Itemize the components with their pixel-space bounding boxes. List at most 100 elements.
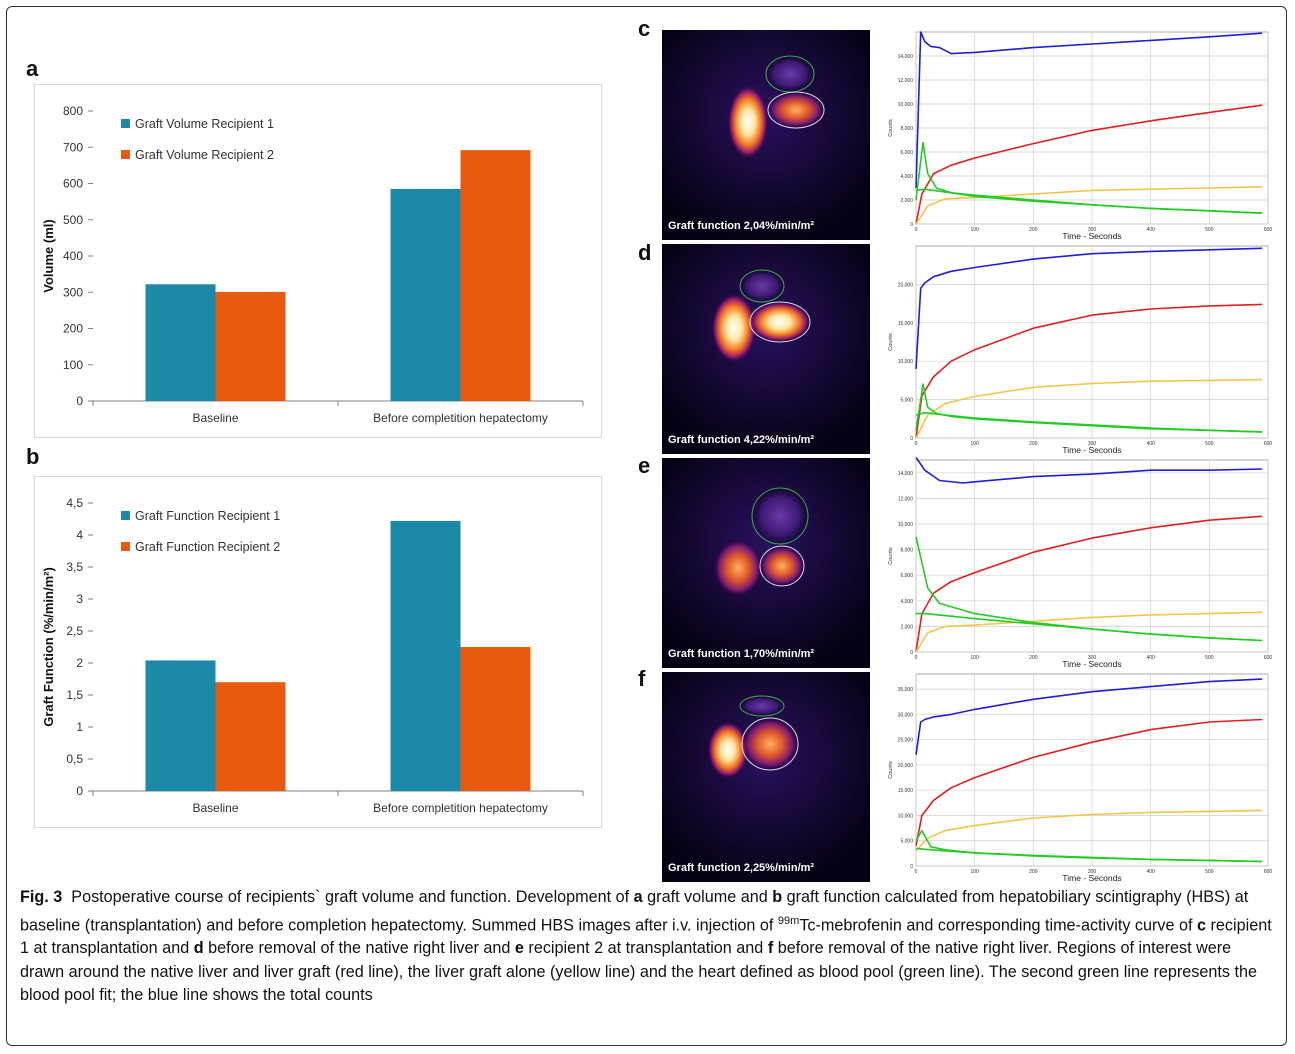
function-chart-svg: 0 0,5 1 1,5 2 2,5 3 3,5 4 4,5 Graft Function (%/mi… bbox=[41, 496, 584, 815]
curve-svg-e: 0 100 200 300 400 500 600 0 2,000 4,000 6,000 8,000… bbox=[888, 456, 1273, 669]
curve-c-y-tick-label: 12,000 bbox=[898, 78, 914, 84]
curve-f-y-tick-label: 35,000 bbox=[898, 687, 914, 693]
function-y-tick-label: 1 bbox=[76, 720, 83, 734]
curve-c-series-blue bbox=[915, 31, 1263, 189]
curve-e-y-tick-label: 0 bbox=[910, 650, 913, 656]
curve-c-x-tick-label: 400 bbox=[1146, 227, 1155, 233]
curve-svg-f: 0 100 200 300 400 500 600 0 5,000 10,000 15,000 20,… bbox=[888, 673, 1273, 883]
curve-e-x-axis-label: Time - Seconds bbox=[1062, 659, 1121, 668]
scint-glow-f bbox=[662, 672, 870, 882]
volume-y-tick-label: 400 bbox=[63, 249, 83, 263]
function-y-axis-label: Graft Function (%/min/m²) bbox=[41, 567, 56, 727]
caption-ref-e: e bbox=[514, 939, 524, 958]
volume-legend-label: Graft Volume Recipient 2 bbox=[135, 148, 274, 162]
volume-legend-label: Graft Volume Recipient 1 bbox=[135, 117, 274, 131]
function-bar-chart: 0 0,5 1 1,5 2 2,5 3 3,5 4 4,5 Graft Function (%/mi… bbox=[34, 476, 602, 828]
curve-e-series-blue bbox=[915, 456, 1263, 484]
curve-d-x-tick-label: 600 bbox=[1264, 441, 1273, 447]
function-bar bbox=[215, 682, 286, 791]
curve-f-y-tick-label: 15,000 bbox=[898, 788, 914, 794]
curve-e-series-yellow bbox=[915, 611, 1263, 653]
caption-ref-a: a bbox=[633, 888, 643, 906]
curve-e-x-tick-label: 300 bbox=[1088, 655, 1097, 661]
function-legend-swatch bbox=[121, 511, 130, 520]
graft-function-label-d: Graft function 4,22%/min/m² bbox=[668, 434, 815, 446]
caption-text-5: recipient 1 at transplantation and bbox=[20, 915, 1272, 958]
curve-d-x-tick-label: 300 bbox=[1088, 441, 1097, 447]
curve-c-y-tick-label: 2,000 bbox=[900, 198, 913, 204]
curve-e-y-axis-label: Counts bbox=[888, 547, 894, 565]
curve-f-x-tick-label: 200 bbox=[1029, 869, 1038, 875]
curve-d-x-tick-label: 400 bbox=[1146, 441, 1155, 447]
scintigraphy-image-d: Graft function 4,22%/min/m² bbox=[662, 244, 870, 454]
curve-c-y-tick-label: 0 bbox=[910, 222, 913, 228]
panel-label-c: c bbox=[638, 16, 651, 41]
volume-bar-chart: 0 100 200 300 400 500 600 700 800 Volume (ml) Base… bbox=[34, 84, 602, 438]
curve-f-x-tick-label: 500 bbox=[1205, 869, 1214, 875]
curve-d-x-tick-label: 200 bbox=[1029, 441, 1038, 447]
curve-f-y-tick-label: 25,000 bbox=[898, 738, 914, 744]
scint-glow-c bbox=[662, 30, 870, 240]
volume-chart-svg: 0 100 200 300 400 500 600 700 800 Volume (ml) Base… bbox=[41, 104, 584, 425]
volume-y-tick-label: 600 bbox=[63, 177, 83, 191]
curve-d-y-tick-label: 0 bbox=[910, 436, 913, 442]
curve-d-y-tick-label: 5,000 bbox=[900, 398, 913, 404]
caption-ref-c: c bbox=[1197, 915, 1207, 934]
function-y-tick-label: 3 bbox=[76, 592, 83, 606]
volume-bar bbox=[390, 188, 461, 401]
volume-y-tick-label: 100 bbox=[63, 358, 83, 372]
volume-bar bbox=[215, 291, 286, 401]
curve-e-x-tick-label: 100 bbox=[970, 655, 979, 661]
volume-category-label: Before completition hepatectomy bbox=[373, 411, 548, 425]
curve-d-x-axis-label: Time - Seconds bbox=[1062, 445, 1121, 454]
function-bar bbox=[145, 660, 216, 791]
panel-label-d: d bbox=[638, 240, 652, 265]
curve-f-series-green bbox=[915, 847, 1263, 863]
curve-e-series-green bbox=[916, 612, 1263, 642]
curve-d-series-red bbox=[915, 303, 1263, 439]
caption-ref-d: d bbox=[193, 939, 204, 958]
volume-y-axis-label: Volume (ml) bbox=[41, 219, 56, 292]
curve-e-x-tick-label: 400 bbox=[1146, 655, 1155, 661]
volume-y-tick-label: 0 bbox=[76, 394, 83, 408]
scintigraphy-image-f: Graft function 2,25%/min/m² bbox=[662, 672, 870, 882]
curve-e-x-tick-label: 600 bbox=[1264, 655, 1273, 661]
curve-f-series-yellow bbox=[915, 809, 1263, 852]
scint-glow-d bbox=[662, 244, 870, 454]
curve-f-y-tick-label: 30,000 bbox=[898, 712, 914, 718]
caption-text-7: recipient 2 at transplantation and bbox=[523, 939, 768, 958]
curve-c-x-tick-label: 0 bbox=[915, 227, 918, 233]
graft-function-label-e: Graft function 1,70%/min/m² bbox=[668, 648, 815, 660]
curve-e-y-tick-label: 6,000 bbox=[900, 573, 913, 579]
curve-d-y-tick-label: 20,000 bbox=[898, 282, 914, 288]
function-y-tick-label: 0 bbox=[76, 784, 83, 798]
curve-e-y-tick-label: 8,000 bbox=[900, 548, 913, 554]
volume-y-tick-label: 500 bbox=[63, 213, 83, 227]
curve-d-y-axis-label: Counts bbox=[888, 333, 894, 351]
panel-label-f: f bbox=[638, 666, 646, 691]
function-legend-swatch bbox=[121, 542, 130, 551]
function-y-tick-label: 2 bbox=[76, 656, 83, 670]
curve-f-series-blue bbox=[915, 678, 1263, 755]
volume-bar bbox=[145, 284, 216, 401]
volume-category-label: Baseline bbox=[192, 411, 238, 425]
caption-ref-f: f bbox=[767, 939, 774, 958]
panel-label-b: b bbox=[26, 444, 40, 469]
curve-c-y-tick-label: 10,000 bbox=[898, 102, 914, 108]
caption-text-2: graft volume and bbox=[642, 888, 773, 906]
function-y-tick-label: 3,5 bbox=[66, 560, 83, 574]
scintigraphy-image-c: Graft function 2,04%/min/m² bbox=[662, 30, 870, 240]
caption-text-3: graft function calculated from hepatobil… bbox=[20, 888, 1249, 934]
volume-legend-swatch bbox=[121, 119, 130, 128]
function-legend-label: Graft Function Recipient 2 bbox=[135, 540, 280, 554]
figure-caption: Fig. 3 Postoperative course of recipient… bbox=[20, 886, 1275, 1008]
curve-c-y-tick-label: 14,000 bbox=[898, 54, 914, 60]
curve-f-series-red bbox=[915, 718, 1263, 846]
time-activity-curve-f: 0 100 200 300 400 500 600 0 5,000 10,000 15,000 20,… bbox=[880, 668, 1276, 883]
curve-f-y-tick-label: 5,000 bbox=[900, 839, 913, 845]
curve-d-x-tick-label: 500 bbox=[1205, 441, 1214, 447]
figure-frame bbox=[6, 6, 1287, 1046]
curve-d-y-tick-label: 10,000 bbox=[898, 359, 914, 365]
scintigraphy-image-e: Graft function 1,70%/min/m² bbox=[662, 458, 870, 668]
curve-f-x-tick-label: 600 bbox=[1264, 869, 1273, 875]
